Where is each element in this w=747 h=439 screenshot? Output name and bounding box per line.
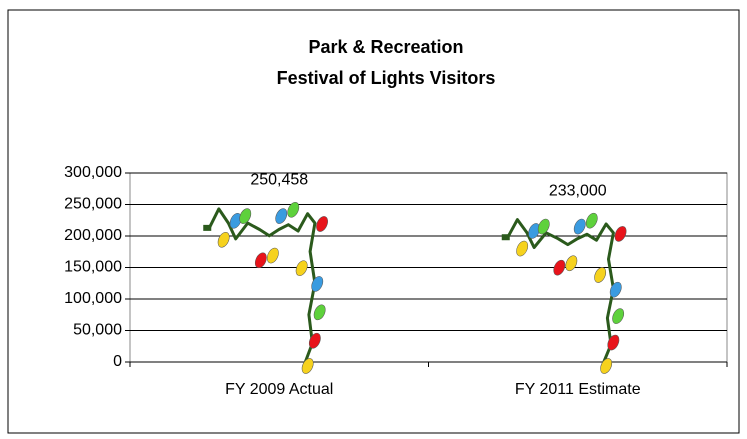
value-label: 250,458 <box>250 171 308 188</box>
x-tick-label: FY 2009 Actual <box>225 381 333 398</box>
chart-title: Festival of Lights Visitors <box>277 68 496 88</box>
plug <box>502 234 510 240</box>
y-tick-label: 0 <box>113 353 122 370</box>
chart-title: Park & Recreation <box>308 37 463 57</box>
plug <box>203 225 211 231</box>
y-tick-label: 300,000 <box>64 164 122 181</box>
y-tick-label: 150,000 <box>64 259 122 276</box>
chart: Park & Recreation Festival of Lights Vis… <box>0 0 747 434</box>
y-tick-label: 250,000 <box>64 196 122 213</box>
y-tick-label: 200,000 <box>64 227 122 244</box>
value-label: 233,000 <box>549 182 607 199</box>
y-tick-label: 50,000 <box>73 322 122 339</box>
y-tick-label: 100,000 <box>64 290 122 307</box>
x-tick-label: FY 2011 Estimate <box>515 381 641 398</box>
